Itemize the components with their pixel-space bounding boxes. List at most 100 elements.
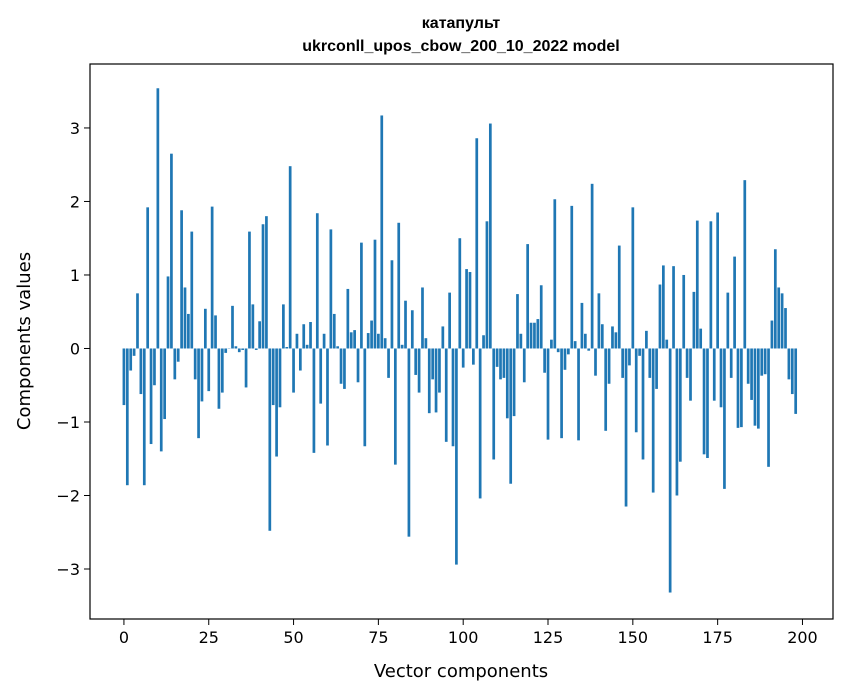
- bar: [478, 348, 482, 499]
- bar: [309, 322, 312, 349]
- bar: [468, 272, 472, 349]
- bar: [492, 348, 496, 460]
- bar: [699, 328, 703, 349]
- bar: [356, 348, 360, 383]
- bar: [217, 348, 221, 409]
- bar: [444, 348, 448, 442]
- bar: [767, 348, 770, 467]
- bar: [614, 332, 618, 349]
- bar: [543, 348, 546, 373]
- x-tick-label: 100: [448, 628, 479, 647]
- bar: [757, 348, 760, 429]
- bars-group: [122, 88, 798, 593]
- bar: [465, 269, 468, 349]
- bar: [502, 348, 506, 378]
- bar: [373, 239, 377, 349]
- x-tick-label: 0: [119, 628, 129, 647]
- bar: [448, 292, 451, 349]
- bar: [410, 310, 414, 349]
- bar: [784, 308, 787, 349]
- bar: [505, 348, 509, 419]
- bar: [736, 348, 740, 428]
- bar: [733, 256, 736, 349]
- bar: [760, 348, 764, 376]
- bar: [129, 348, 133, 371]
- bar: [658, 284, 662, 349]
- bar: [631, 207, 635, 349]
- bar: [651, 348, 655, 493]
- bar: [594, 348, 597, 376]
- bar: [794, 348, 798, 414]
- bar: [587, 348, 591, 351]
- bar: [577, 348, 580, 441]
- bar: [315, 213, 319, 349]
- y-tick-label: −2: [56, 487, 80, 506]
- bar: [142, 348, 146, 486]
- bar: [475, 138, 479, 349]
- bar: [224, 348, 228, 353]
- bar: [689, 348, 692, 401]
- bar: [719, 348, 723, 408]
- bar: [305, 344, 309, 349]
- bar: [753, 348, 757, 426]
- bar: [197, 348, 200, 439]
- bar: [190, 231, 194, 349]
- bar: [343, 348, 346, 389]
- bar: [675, 348, 679, 496]
- bar: [125, 348, 129, 486]
- bar: [390, 260, 394, 349]
- bar: [617, 245, 621, 349]
- bar: [295, 333, 299, 349]
- chart-subtitle: ukrconll_upos_cbow_200_10_2022 model: [302, 38, 619, 55]
- y-tick-label: 2: [70, 192, 80, 211]
- bar: [183, 287, 187, 349]
- bar: [163, 348, 166, 420]
- y-axis-ticks: −3 −2 −1 0 1 2 3: [56, 119, 90, 579]
- bar: [726, 292, 730, 349]
- bar: [556, 348, 560, 353]
- bar: [746, 348, 750, 384]
- bar: [231, 305, 234, 349]
- bar: [166, 276, 170, 349]
- bar: [607, 348, 611, 384]
- bar: [790, 348, 794, 395]
- y-tick-label: −3: [56, 560, 80, 579]
- bar: [136, 293, 139, 349]
- bar: [692, 291, 696, 349]
- bar: [512, 348, 516, 417]
- bar: [488, 123, 492, 349]
- bar: [499, 348, 502, 380]
- bar: [261, 224, 265, 349]
- bar: [326, 348, 329, 446]
- chart-title: катапульт: [422, 15, 501, 32]
- bar: [645, 330, 648, 349]
- bar: [665, 339, 669, 349]
- bar: [421, 287, 424, 349]
- bar: [553, 199, 557, 349]
- bar: [387, 348, 390, 378]
- bar: [414, 348, 418, 375]
- bar: [740, 348, 743, 428]
- bar: [319, 348, 323, 404]
- bar: [132, 348, 136, 356]
- bar: [773, 249, 777, 349]
- bar: [533, 322, 536, 349]
- bar: [638, 348, 641, 356]
- bar: [214, 315, 217, 349]
- bar: [550, 339, 553, 349]
- bar: [146, 207, 150, 349]
- bar: [526, 244, 530, 349]
- bar: [624, 348, 628, 507]
- bar: [546, 348, 550, 440]
- bar: [590, 183, 594, 349]
- bar: [780, 293, 784, 349]
- bar: [777, 287, 781, 349]
- bar: [159, 348, 163, 452]
- bar: [522, 348, 526, 383]
- bar: [275, 348, 278, 457]
- bar: [600, 324, 604, 349]
- bar: [268, 348, 272, 531]
- bar: [251, 304, 255, 349]
- bar: [234, 346, 238, 349]
- bar: [360, 242, 363, 349]
